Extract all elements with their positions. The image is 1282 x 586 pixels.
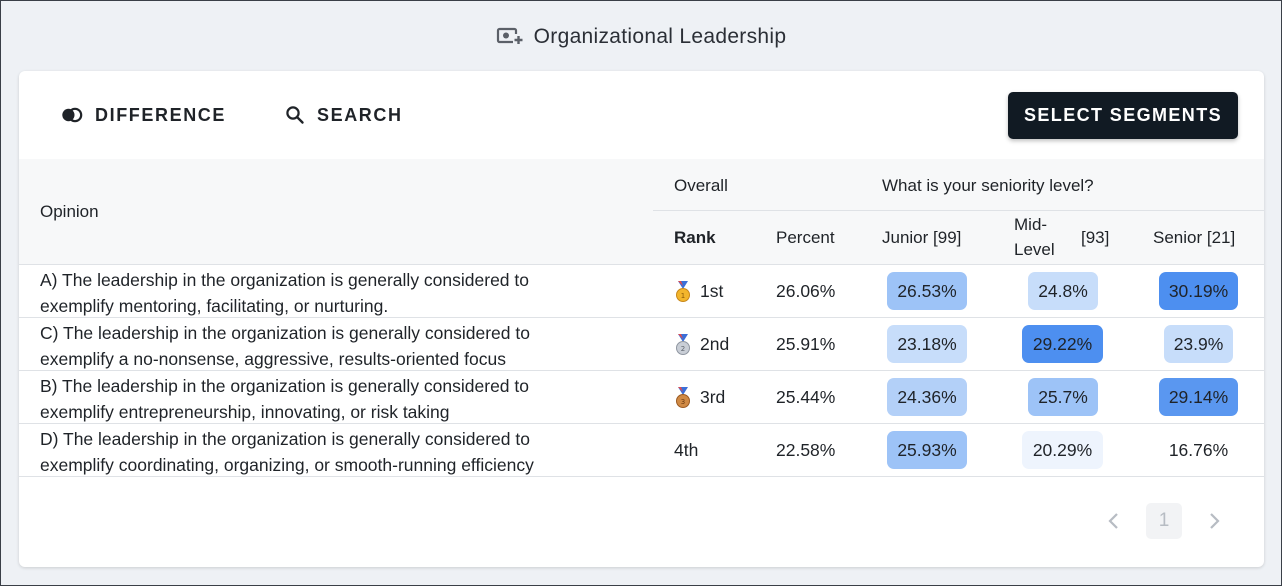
column-header-mid-level-line2: Level (1014, 240, 1055, 259)
table-row: A) The leadership in the organization is… (19, 265, 1264, 318)
rank-label: 1st (700, 281, 724, 301)
mid-level-cell: 25.7% (1028, 378, 1098, 416)
column-group-question: What is your seniority level? (882, 176, 1094, 195)
opinion-line: exemplify mentoring, facilitating, or nu… (40, 296, 389, 316)
opinion-line: A) The leadership in the organization is… (40, 270, 530, 290)
opinion-line: exemplify coordinating, organizing, or s… (40, 455, 534, 475)
difference-label: DIFFERENCE (95, 104, 227, 125)
bronze-medal-icon: 3 (674, 386, 692, 409)
junior-cell: 23.18% (887, 325, 967, 363)
next-page-button[interactable] (1196, 503, 1232, 539)
table-row: B) The leadership in the organization is… (19, 371, 1264, 424)
column-header-mid-level-count: [93] (1081, 228, 1110, 247)
percent-cell: 25.44% (776, 387, 836, 407)
mid-level-cell: 29.22% (1022, 325, 1103, 363)
page-number-button[interactable]: 1 (1146, 503, 1182, 539)
opinion-line: exemplify a no-nonsense, aggressive, res… (40, 349, 506, 369)
opinion-cell: A) The leadership in the organization is… (40, 267, 640, 319)
table-row: D) The leadership in the organization is… (19, 424, 1264, 477)
percent-cell: 22.58% (776, 440, 836, 460)
column-group-overall: Overall (674, 176, 728, 195)
rank-cell: 2 2nd (674, 318, 729, 371)
opinion-cell: B) The leadership in the organization is… (40, 373, 640, 425)
mid-level-cell: 20.29% (1022, 431, 1103, 469)
svg-text:3: 3 (681, 398, 685, 406)
results-card: DIFFERENCE SEARCH SELECT SEGMENTS Opinio… (19, 71, 1264, 567)
column-header-percent: Percent (776, 228, 835, 247)
opinion-line: D) The leadership in the organization is… (40, 429, 530, 449)
rank-label: 2nd (700, 334, 730, 354)
junior-cell: 26.53% (887, 272, 967, 310)
senior-cell: 30.19% (1159, 272, 1238, 310)
opinion-cell: C) The leadership in the organization is… (40, 320, 640, 372)
table-header: Opinion Overall What is your seniority l… (19, 159, 1264, 265)
rank-cell: 4th (674, 424, 698, 477)
svg-text:1: 1 (681, 292, 685, 300)
select-segments-button[interactable]: SELECT SEGMENTS (1008, 92, 1238, 139)
table-row: C) The leadership in the organization is… (19, 318, 1264, 371)
column-header-senior: Senior [21] (1153, 228, 1236, 247)
toolbar: DIFFERENCE SEARCH SELECT SEGMENTS (19, 91, 1264, 139)
column-header-junior: Junior [99] (882, 228, 962, 247)
senior-cell: 29.14% (1159, 378, 1238, 416)
senior-cell: 16.76% (1168, 439, 1229, 460)
results-table: Opinion Overall What is your seniority l… (19, 159, 1264, 477)
pagination: 1 (1096, 503, 1232, 539)
previous-page-button[interactable] (1096, 503, 1132, 539)
column-header-rank: Rank (674, 228, 716, 247)
search-icon (285, 105, 305, 125)
opinion-cell: D) The leadership in the organization is… (40, 426, 640, 478)
mid-level-cell: 24.8% (1028, 272, 1098, 310)
percent-cell: 26.06% (776, 281, 836, 301)
difference-button[interactable]: DIFFERENCE (61, 91, 226, 139)
gold-medal-icon: 1 (674, 280, 692, 303)
page-header: Organizational Leadership (1, 19, 1281, 55)
page-title: Organizational Leadership (533, 25, 787, 48)
header-divider (653, 210, 1264, 211)
difference-toggle-icon (61, 107, 83, 123)
rank-cell: 1 1st (674, 265, 723, 318)
search-button[interactable]: SEARCH (285, 91, 403, 139)
search-label: SEARCH (317, 104, 403, 125)
silver-medal-icon: 2 (674, 333, 692, 356)
opinion-line: C) The leadership in the organization is… (40, 323, 530, 343)
rank-cell: 3 3rd (674, 371, 725, 424)
svg-text:2: 2 (681, 345, 685, 353)
junior-cell: 25.93% (887, 431, 967, 469)
opinion-line: exemplify entrepreneurship, innovating, … (40, 402, 450, 422)
rank-label: 4th (674, 440, 699, 460)
column-header-opinion: Opinion (40, 202, 99, 221)
junior-cell: 24.36% (887, 378, 967, 416)
opinion-line: B) The leadership in the organization is… (40, 376, 530, 396)
column-header-mid-level-line1: Mid- (1014, 215, 1048, 234)
percent-cell: 25.91% (776, 334, 836, 354)
rank-label: 3rd (700, 387, 726, 407)
chevron-left-icon (1108, 513, 1118, 529)
presentation-add-icon (496, 26, 524, 48)
senior-cell: 23.9% (1164, 325, 1233, 363)
chevron-right-icon (1210, 513, 1220, 529)
